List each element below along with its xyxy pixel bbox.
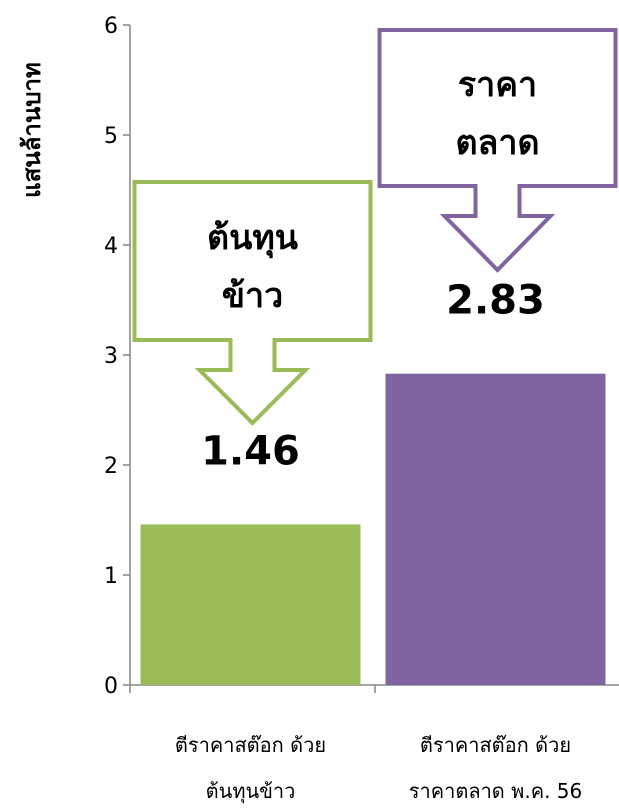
y-tick-label: 1 [104, 564, 118, 589]
callout-text-line2: ข้าว [222, 276, 283, 316]
y-tick-label: 3 [104, 344, 118, 369]
bar [385, 373, 606, 685]
y-tick-label: 2 [104, 454, 118, 479]
category-label-line1: ตีราคาสต๊อก ด้วย [420, 733, 571, 757]
callout-arrow-shape [377, 28, 618, 273]
bar [140, 524, 361, 685]
category-label-line1: ตีราคาสต๊อก ด้วย [175, 733, 326, 757]
category-label-line2: ต้นทุนข้าว [206, 779, 296, 804]
value-label: 1.46 [201, 428, 300, 474]
bars [140, 373, 606, 685]
value-labels: 1.46 2.83 [201, 278, 545, 475]
callout-arrow-shape [132, 180, 373, 426]
y-tick-label: 0 [104, 674, 118, 699]
x-ticks [129, 685, 376, 693]
y-ticks: 0 1 2 3 4 5 6 [104, 14, 130, 699]
y-tick-label: 4 [104, 234, 118, 259]
y-tick-label: 5 [104, 124, 118, 149]
value-label: 2.83 [446, 278, 545, 324]
callout-text-line2: ตลาด [455, 123, 539, 163]
y-tick-label: 6 [104, 14, 118, 39]
callout-text-line1: ต้นทุน [207, 218, 298, 259]
callouts: ต้นทุนข้าว ราคาตลาด [132, 28, 618, 426]
category-label-line2: ราคาตลาด พ.ค. 56 [409, 779, 583, 803]
callout-text-line1: ราคา [458, 65, 537, 105]
y-axis-label: แสนล้านบาท [18, 62, 46, 198]
category-labels: ตีราคาสต๊อก ด้วยต้นทุนข้าว ตีราคาสต๊อก ด้… [175, 733, 582, 804]
